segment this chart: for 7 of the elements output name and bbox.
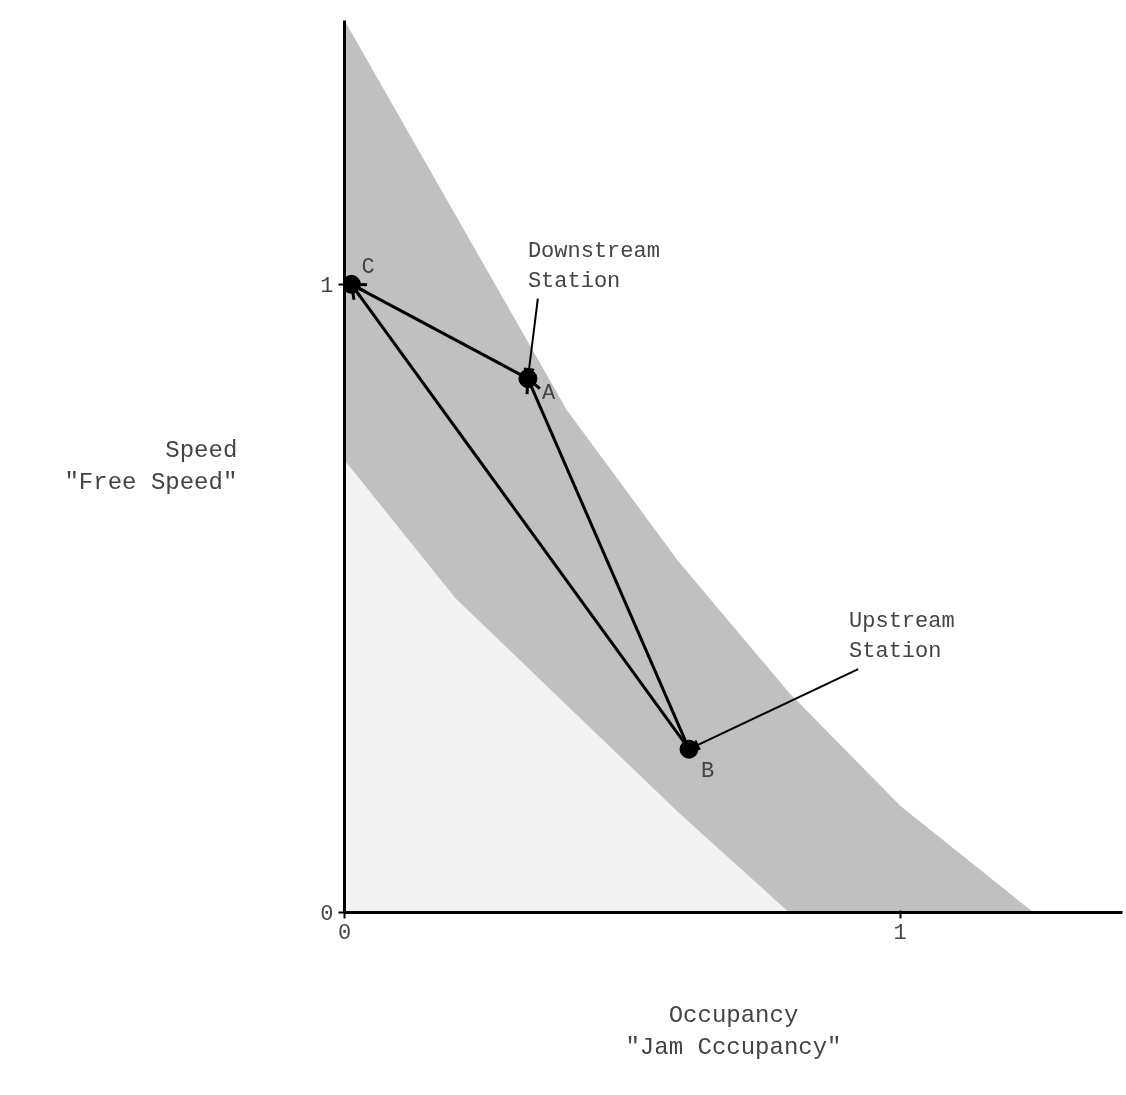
data-label: A bbox=[541, 380, 556, 406]
y-axis-title: Speed "Free Speed" bbox=[64, 436, 238, 497]
data-label: B bbox=[701, 759, 715, 785]
annotation: Downstream Station bbox=[527, 238, 660, 294]
annotation: Upstream Station bbox=[849, 609, 955, 665]
data-label: C bbox=[361, 255, 375, 281]
x-axis-title: Occupancy "Jam Cccupancy" bbox=[625, 1001, 842, 1061]
